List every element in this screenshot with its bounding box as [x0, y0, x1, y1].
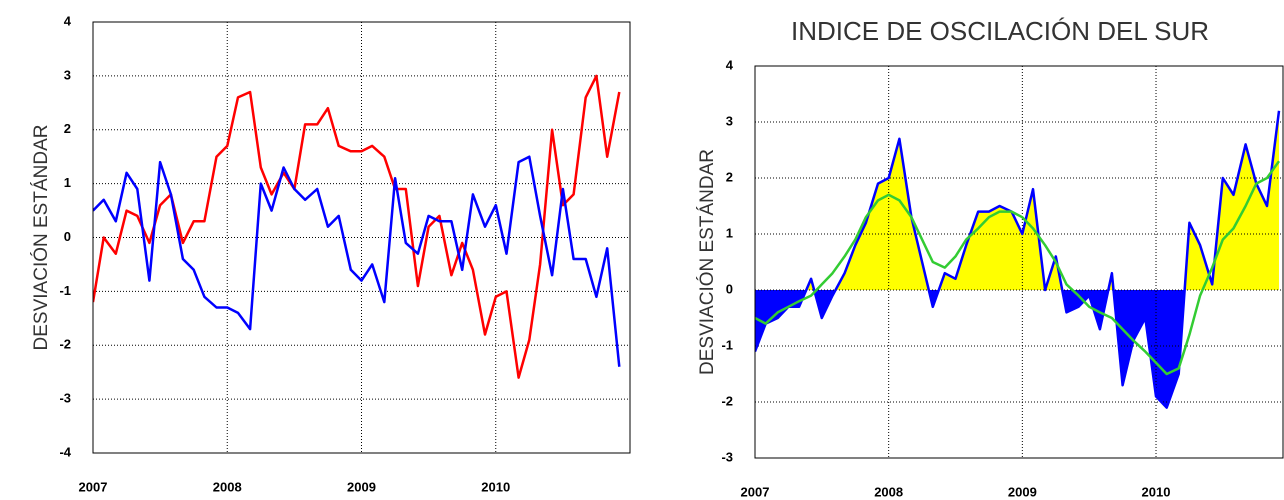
y-tick-label: 1: [64, 175, 71, 190]
line: [93, 74, 621, 379]
chart-title: INDICE DE OSCILACIÓN DEL SUR: [791, 16, 1209, 46]
x-tick-label: 2007: [79, 479, 108, 494]
y-tick-label: 1: [726, 225, 733, 240]
y-tick-label: 0: [64, 229, 71, 244]
y-tick-label: -1: [59, 283, 71, 298]
area-above: [755, 110, 1279, 290]
x-tick-label: 2010: [1142, 484, 1171, 499]
line: [755, 110, 1281, 409]
y-tick-label: -3: [59, 391, 71, 406]
line: [755, 160, 1281, 376]
y-axis-label: DESVIACIÓN ESTÁNDAR: [30, 125, 52, 351]
x-tick-label: 2008: [874, 484, 903, 499]
y-tick-label: 2: [64, 121, 71, 136]
plot-frame: [754, 65, 1284, 459]
y-tick-label: 4: [64, 13, 72, 28]
y-tick-label: -2: [721, 393, 733, 408]
y-tick-label: 0: [726, 281, 733, 296]
x-tick-label: 2009: [1008, 484, 1037, 499]
y-tick-label: -4: [59, 444, 71, 459]
x-tick-label: 2010: [481, 479, 510, 494]
line: [93, 155, 621, 367]
y-tick-label: 4: [726, 57, 734, 72]
x-tick-label: 2007: [741, 484, 770, 499]
y-tick-label: 3: [64, 67, 71, 82]
x-tick-label: 2008: [213, 479, 242, 494]
area-below: [755, 290, 1279, 408]
y-tick-label: 3: [726, 113, 733, 128]
x-tick-label: 2009: [347, 479, 376, 494]
y-tick-label: -2: [59, 337, 71, 352]
y-tick-label: 2: [726, 169, 733, 184]
y-tick-label: -1: [721, 337, 733, 352]
y-axis-label: DESVIACIÓN ESTÁNDAR: [696, 149, 718, 375]
plot-frame: [92, 21, 631, 454]
y-tick-label: -3: [721, 449, 733, 464]
